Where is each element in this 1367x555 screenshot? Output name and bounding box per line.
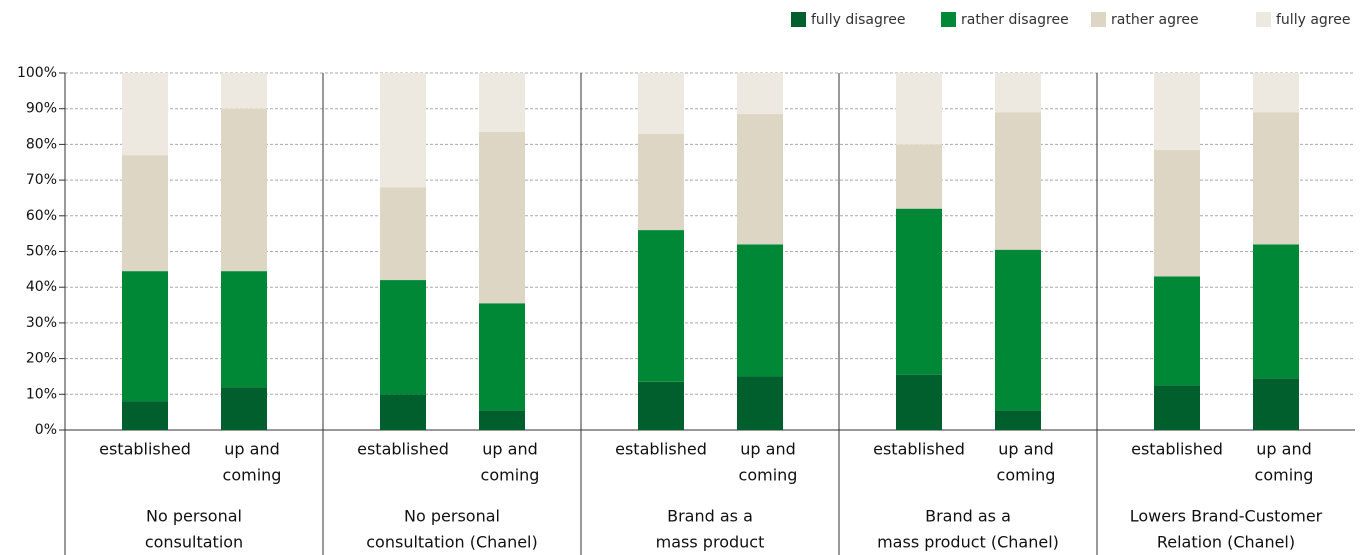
bar-segment	[896, 208, 942, 375]
bar-segment	[1253, 378, 1299, 430]
x-tick-label: established	[615, 440, 707, 459]
bar-segment	[221, 387, 267, 430]
x-tick-label: established	[99, 440, 191, 459]
group-label: consultation	[145, 533, 243, 552]
x-tick-label: coming	[997, 466, 1056, 485]
y-tick-label: 80%	[26, 136, 57, 152]
x-tick-label: up and	[482, 440, 537, 459]
x-tick-label: established	[873, 440, 965, 459]
group-label: consultation (Chanel)	[366, 533, 538, 552]
x-tick-label: coming	[1255, 466, 1314, 485]
group-label: No personal	[146, 507, 242, 526]
bar-segment	[380, 187, 426, 281]
bar-segment	[896, 144, 942, 209]
bar-segment	[122, 401, 168, 430]
bar-segment	[1253, 112, 1299, 245]
x-tick-label: coming	[223, 466, 282, 485]
bar-segment	[380, 394, 426, 430]
bar-segment	[479, 73, 525, 132]
bar-segment	[221, 73, 267, 109]
bar-segment	[638, 381, 684, 430]
x-tick-label: established	[357, 440, 449, 459]
bar-segment	[638, 230, 684, 382]
bar-segment	[638, 133, 684, 231]
x-tick-label: coming	[739, 466, 798, 485]
group-label: Brand as a	[667, 507, 753, 526]
bar-segment	[995, 73, 1041, 113]
legend-swatch	[941, 12, 956, 27]
bar-segment	[995, 249, 1041, 411]
bar-segment	[221, 271, 267, 388]
bar-segment	[479, 303, 525, 411]
group-label: Brand as a	[925, 507, 1011, 526]
group-label: Relation (Chanel)	[1157, 533, 1295, 552]
y-tick-label: 40%	[26, 279, 57, 295]
bar-segment	[122, 73, 168, 156]
y-tick-label: 10%	[26, 386, 57, 402]
bar-segment	[995, 410, 1041, 430]
y-tick-label: 30%	[26, 315, 57, 331]
y-tick-label: 60%	[26, 208, 57, 224]
legend-label: fully disagree	[811, 12, 906, 28]
bar-segment	[380, 73, 426, 188]
bar-segment	[1253, 73, 1299, 113]
group-label: No personal	[404, 507, 500, 526]
x-tick-label: established	[1131, 440, 1223, 459]
group-label: mass product	[656, 533, 765, 552]
y-tick-label: 0%	[35, 422, 57, 438]
bar-segment	[896, 374, 942, 430]
bar-segment	[737, 73, 783, 115]
bar-segment	[380, 280, 426, 395]
x-tick-label: up and	[224, 440, 279, 459]
bar-segment	[638, 73, 684, 134]
bar-segment	[1154, 385, 1200, 430]
bar-segment	[1154, 73, 1200, 150]
bar-segment	[1154, 276, 1200, 386]
bar-segment	[1253, 244, 1299, 379]
legend-swatch	[1091, 12, 1106, 27]
y-tick-label: 70%	[26, 172, 57, 188]
bar-segment	[737, 244, 783, 377]
legend-label: rather agree	[1111, 12, 1199, 28]
y-tick-label: 90%	[26, 101, 57, 117]
x-tick-label: up and	[1256, 440, 1311, 459]
legend-label: fully agree	[1276, 12, 1350, 28]
bar-segment	[479, 131, 525, 304]
legend-label: rather disagree	[961, 12, 1069, 28]
bar-segment	[479, 410, 525, 430]
y-tick-label: 100%	[17, 65, 57, 81]
x-tick-label: coming	[481, 466, 540, 485]
bar-segment	[737, 114, 783, 245]
legend-swatch	[1256, 12, 1271, 27]
bar-segment	[995, 112, 1041, 250]
x-tick-label: up and	[740, 440, 795, 459]
x-tick-label: up and	[998, 440, 1053, 459]
bar-segment	[896, 73, 942, 145]
bar-segment	[122, 155, 168, 272]
bar-segment	[221, 108, 267, 272]
y-tick-label: 50%	[26, 244, 57, 260]
group-label: Lowers Brand-Customer	[1130, 507, 1323, 526]
legend-swatch	[791, 12, 806, 27]
bar-segment	[122, 271, 168, 402]
group-label: mass product (Chanel)	[877, 533, 1059, 552]
bar-segment	[737, 376, 783, 430]
bar-segment	[1154, 149, 1200, 277]
y-tick-label: 20%	[26, 351, 57, 367]
